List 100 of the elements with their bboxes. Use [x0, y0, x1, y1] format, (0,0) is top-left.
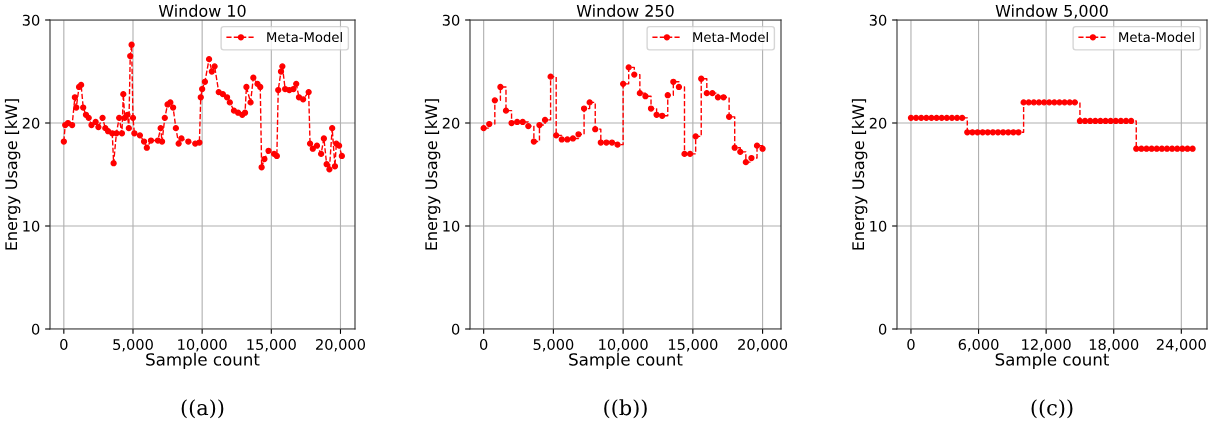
- point: [625, 64, 632, 71]
- point: [923, 114, 930, 121]
- point: [681, 150, 688, 158]
- point: [1168, 145, 1176, 152]
- point: [933, 114, 940, 121]
- y-tick-label: 10: [23, 220, 40, 232]
- x-tick-label: 15,000: [668, 338, 718, 352]
- x-tick-label: 5,000: [113, 338, 153, 352]
- point: [974, 129, 981, 136]
- y-axis-title: Energy Usage [kW]: [424, 99, 441, 250]
- y-tick-label: 20: [442, 117, 460, 129]
- x-tick-label: 0: [60, 338, 68, 351]
- point: [519, 118, 526, 126]
- point: [502, 107, 510, 114]
- y-tick-label: 0: [451, 323, 460, 335]
- legend-label: Meta-Model: [267, 31, 342, 43]
- point: [943, 114, 950, 121]
- point: [608, 139, 616, 146]
- y-tick-label: 30: [442, 14, 460, 26]
- point: [984, 129, 991, 136]
- point: [670, 78, 677, 85]
- point: [948, 114, 956, 121]
- point: [569, 135, 577, 142]
- point: [1087, 117, 1094, 125]
- point: [1005, 129, 1012, 136]
- point: [525, 122, 532, 130]
- x-tick-label: 10,000: [178, 338, 227, 352]
- point: [1138, 145, 1145, 152]
- point: [1000, 129, 1007, 136]
- x-tick-label: 24,000: [1156, 338, 1206, 352]
- point: [994, 129, 1002, 136]
- point: [759, 145, 766, 152]
- point: [1066, 99, 1073, 106]
- point: [659, 112, 666, 119]
- point: [1025, 99, 1032, 106]
- point: [1102, 117, 1109, 125]
- point: [1174, 145, 1181, 152]
- point: [486, 120, 493, 128]
- point: [686, 150, 694, 158]
- y-tick-label: 20: [22, 117, 40, 129]
- legend-label: Meta-Model: [693, 31, 768, 43]
- point: [1158, 145, 1165, 152]
- point: [1133, 145, 1140, 152]
- point: [742, 159, 749, 166]
- point: [597, 139, 604, 146]
- point: [586, 99, 593, 106]
- point: [642, 93, 649, 100]
- y-tick-label: 0: [31, 323, 40, 335]
- point: [1117, 117, 1125, 125]
- point: [580, 105, 588, 112]
- x-tick-label: 12,000: [1022, 338, 1071, 352]
- point: [603, 139, 610, 146]
- point: [536, 121, 543, 129]
- point: [664, 92, 671, 99]
- x-tick-label: 20,000: [316, 338, 366, 352]
- point: [1153, 145, 1160, 152]
- point: [514, 118, 521, 126]
- point: [725, 113, 733, 120]
- y-axis-title: Energy Usage [kW]: [4, 99, 21, 250]
- point: [1184, 145, 1191, 152]
- point: [553, 132, 560, 139]
- point: [1020, 99, 1027, 106]
- point: [1076, 117, 1084, 125]
- point: [1122, 117, 1130, 125]
- y-tick-label: 30: [869, 14, 887, 26]
- point: [620, 80, 627, 87]
- y-tick-label: 10: [870, 220, 887, 232]
- point: [979, 129, 986, 136]
- point: [564, 136, 571, 143]
- point: [748, 154, 755, 162]
- point: [692, 133, 699, 140]
- text: ((b)): [604, 399, 647, 419]
- point: [1056, 99, 1063, 106]
- point: [1128, 117, 1135, 125]
- x-axis-title: Sample count: [146, 352, 260, 369]
- point: [1092, 117, 1099, 125]
- point: [737, 148, 744, 155]
- y-axis-title: Energy Usage [kW]: [851, 99, 868, 250]
- point: [1010, 129, 1017, 136]
- point: [647, 105, 655, 112]
- point: [1061, 99, 1068, 106]
- point: [497, 83, 504, 91]
- y-tick-label: 30: [22, 14, 40, 26]
- x-tick-label: 18,000: [1089, 338, 1139, 352]
- point: [703, 90, 710, 97]
- text: ((a)): [181, 399, 224, 419]
- chart-title: Window 10: [158, 4, 246, 17]
- x-tick-label: 10,000: [599, 338, 648, 352]
- point: [1148, 145, 1155, 152]
- point: [1071, 99, 1078, 106]
- point: [614, 141, 621, 148]
- point: [1163, 145, 1171, 152]
- point: [1081, 117, 1089, 125]
- point: [558, 136, 565, 143]
- point: [953, 114, 961, 121]
- x-axis-title: Sample count: [569, 352, 683, 369]
- point: [508, 119, 515, 127]
- point: [530, 138, 537, 145]
- legend-label: Meta-Model: [1119, 31, 1194, 43]
- point: [959, 114, 966, 121]
